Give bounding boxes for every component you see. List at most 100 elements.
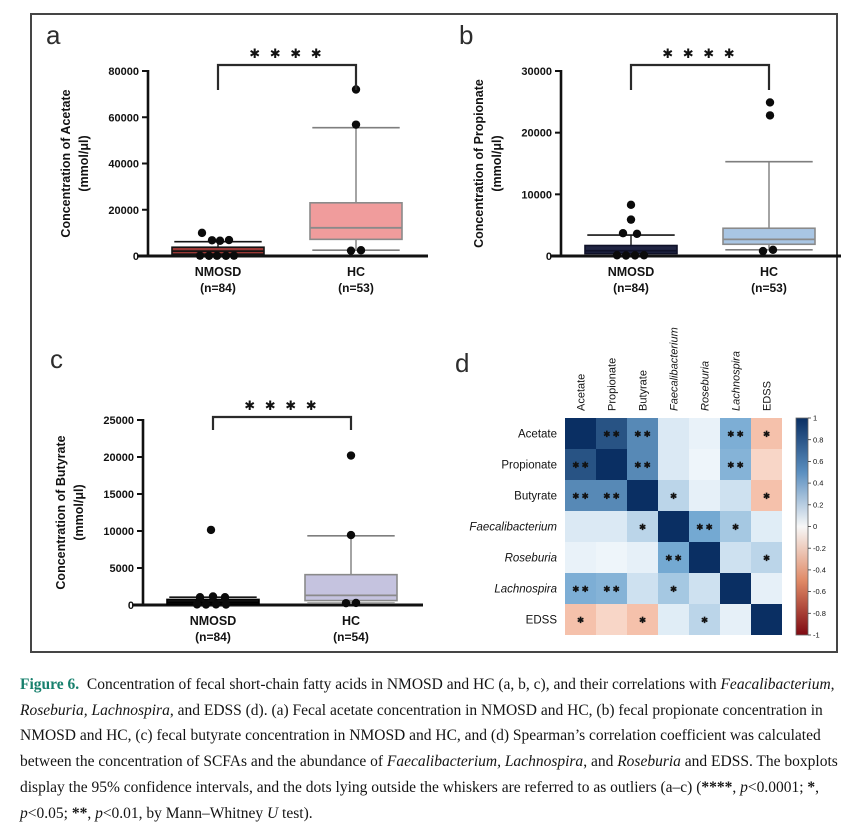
y-axis-label: Concentration of Butyrate [54,435,68,589]
cell-significance-stars: ✱ [763,429,771,439]
y-tick-label: 10000 [103,526,134,538]
significance-bracket [629,63,771,90]
heatmap-cell [720,542,751,573]
heatmap-row-label: Roseburia [505,553,557,565]
cell-significance-stars: ✱ [670,491,678,501]
correlation-heatmap: ✱ ✱ ✱ ✱ ✱ ✱ ✱ ✱ ✱ ✱ ✱ ✱ ✱ ✱ ✱ ✱ ✱ ✱ ✱ ✱ ✱ ✱ ✱ ✱ ✱ ✱ ✱ ✱ ✱… [469,327,826,640]
group-n-label: (n=53) [338,281,374,295]
heatmap-cell [658,449,689,480]
heatmap-col-label: Propionate [607,358,619,411]
caption-segment: test). [278,804,313,822]
heatmap-cell [689,573,720,604]
caption-segment: , [87,804,96,822]
caption-segment: , and [583,753,618,771]
group-n-label: (n=54) [333,630,369,644]
cell-significance-stars: ✱ [701,615,709,625]
caption-segment: U [266,804,279,822]
caption-segment: ** [71,804,88,822]
heatmap-cell [751,511,782,542]
heatmap-cell [596,511,627,542]
outlier-dot [229,251,239,260]
outlier-dot [224,235,234,245]
y-tick-label: 20000 [108,205,139,217]
outlier-dot [201,600,211,609]
heatmap-row-label: Acetate [518,429,557,441]
cell-significance-stars: ✱ ✱ [696,522,713,532]
group-n-label: (n=84) [195,630,231,644]
outlier-dot [768,245,778,255]
cell-significance-stars: ✱ [763,553,771,563]
heatmap-cell [596,449,627,480]
y-tick-label: 20000 [521,128,552,140]
y-tick-label: 25000 [103,415,134,427]
outlier-dot [211,600,221,609]
heatmap-cell [720,480,751,511]
outlier-dot [192,600,202,609]
cell-significance-stars: ✱ ✱ [634,429,651,439]
cell-significance-stars: ✱ ✱ [603,491,620,501]
caption-segment: and EDSS. The boxplots display the 95% c… [20,753,838,796]
outlier-dot [212,251,222,260]
heatmap-cell [627,604,658,635]
caption-segment: **** [701,778,733,796]
colorbar-tick-label: -0.2 [813,544,826,553]
heatmap-col-label: Butyrate [638,370,650,411]
outlier-dot [618,228,628,238]
heatmap-col-label: Lachnospira [731,351,743,411]
heatmap-cell [689,511,720,542]
outlier-dot [208,592,218,601]
heatmap-cell [689,480,720,511]
heatmap-cell [658,604,689,635]
colorbar-tick-label: 0.8 [813,435,823,444]
outlier-dot [765,98,775,107]
boxplot-propionate: 0 10000 20000 30000 Concentration of Propion… [472,46,841,295]
caption-segment: , [815,778,820,796]
heatmap-cell [565,480,596,511]
heatmap-cell [565,418,596,449]
heatmap-cell [627,449,658,480]
panel-d-letter: d [455,348,470,378]
outlier-dot [195,251,205,260]
heatmap-row-label: Lachnospira [494,584,557,596]
cell-significance-stars: ✱ ✱ [572,584,589,594]
heatmap-cell [658,542,689,573]
heatmap-cell [751,573,782,604]
outlier-dot [204,251,214,260]
boxplot-butyrate: 0 5000 10000 15000 20000 25000 Concentration o… [54,398,423,644]
heatmap-cell [565,511,596,542]
significance-stars: ✱ ✱ ✱ ✱ [249,46,324,61]
heatmap-cell [751,480,782,511]
outlier-dot [765,111,775,120]
y-axis-label: Concentration of Propionate [472,79,486,248]
y-tick-label: 0 [128,600,134,612]
colorbar-tick-label: -1 [813,631,820,640]
boxplot-acetate: 0 20000 40000 60000 80000 Concentration of Ac… [59,46,428,295]
outlier-dot [221,251,231,260]
y-tick-label: 10000 [521,189,552,201]
box [722,227,816,246]
group-label: HC [347,265,365,279]
outlier-dot [621,251,631,260]
outlier-dot [612,251,622,260]
heatmap-cell [596,604,627,635]
y-axis-units: (mmol/μl) [490,135,504,191]
heatmap-col-label: Roseburia [700,361,712,411]
y-tick-label: 30000 [521,66,552,78]
caption-segment: , [732,778,741,796]
group-label: HC [760,265,778,279]
cell-significance-stars: ✱ [670,584,678,594]
y-tick-label: 20000 [103,452,134,464]
heatmap-cell [627,511,658,542]
colorbar-tick-label: 1 [813,414,817,423]
outlier-dot [351,598,361,608]
heatmap-cell [720,573,751,604]
heatmap-cell [689,604,720,635]
caption-segment: <0.01, by Mann–Whitney [102,804,267,822]
caption-segment: Figure 6. [20,676,80,693]
heatmap-cell [658,480,689,511]
heatmap-cell [720,449,751,480]
caption-segment: <0.05; [27,804,72,822]
panel-a-letter: a [46,20,61,50]
cell-significance-stars: ✱ [639,522,647,532]
heatmap-cell [751,418,782,449]
